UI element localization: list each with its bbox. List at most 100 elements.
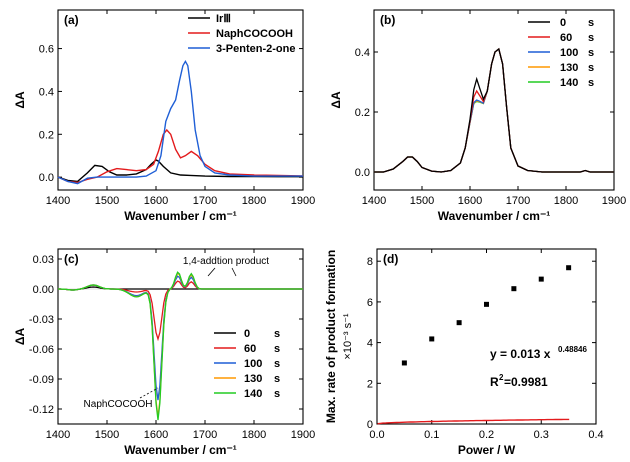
legend-label: 100: [244, 358, 262, 370]
legend-unit: s: [274, 328, 280, 340]
data-point: [484, 301, 489, 307]
y-tick-label: 0.00: [33, 284, 54, 296]
legend-unit: s: [274, 388, 280, 400]
legend-label: 0: [244, 328, 250, 340]
x-axis-label: Power / W: [458, 443, 516, 457]
x-tick-label: 1800: [242, 195, 266, 207]
y-tick-label: -0.09: [29, 374, 54, 386]
plot-frame: [57, 9, 304, 191]
panel-label: (d): [383, 252, 398, 266]
x-tick-label: 1500: [410, 195, 434, 207]
panel-label: (a): [64, 13, 79, 27]
plot-frame: [57, 248, 304, 425]
data-point: [429, 336, 435, 342]
series-line-1: [58, 280, 303, 342]
x-axis-label: Wavenumber / cm⁻¹: [438, 209, 551, 223]
x-axis-label: Wavenumber / cm⁻¹: [124, 209, 237, 223]
series-line-0: [57, 159, 303, 183]
x-tick-label: 1700: [193, 195, 217, 207]
r-squared-value: =0.9981: [504, 375, 548, 389]
legend-unit: s: [588, 47, 594, 59]
x-tick-label: 1400: [46, 195, 70, 207]
x-tick-label: 1700: [506, 195, 530, 207]
legend-unit: s: [588, 77, 594, 89]
x-tick-label: 0.3: [534, 429, 549, 441]
x-tick-label: 1400: [46, 429, 70, 441]
panel-a: 1400 1500 1600 1700 1800 1900 0.0 0.2 0.4 0.6 Wave…: [13, 9, 315, 223]
x-tick-label: 0.1: [424, 429, 439, 441]
y-axis-label: ΔA: [13, 91, 27, 109]
annotation-naphcocooh: NaphCOCOOH: [84, 399, 153, 410]
series-line-1: [57, 128, 304, 184]
r-squared-label: R: [490, 375, 499, 389]
y-tick-label: 0.6: [39, 44, 54, 56]
x-tick-label: 0.4: [588, 429, 603, 441]
panel-label: (c): [64, 252, 79, 266]
y-tick-label: 0: [367, 419, 373, 431]
legend-label: 140: [244, 388, 262, 400]
y-tick-label: 2: [367, 378, 373, 390]
legend-label: 60: [244, 343, 256, 355]
data-point: [456, 320, 462, 326]
annotation-arrow: [231, 267, 237, 277]
legend-label: 60: [560, 32, 572, 44]
y-tick-label: -0.06: [29, 344, 54, 356]
data-point: [401, 360, 407, 366]
annotation-arrow-dashed: [139, 387, 159, 399]
panel-c: 1400 1500 1600 1700 1800 19000.030.00-0.03-0.…: [13, 248, 315, 457]
x-tick-label: 1900: [291, 195, 315, 207]
y-tick-label: 0.0: [39, 172, 54, 184]
x-tick-label: 0.0: [369, 429, 384, 441]
x-tick-label: 1800: [554, 195, 578, 207]
fit-equation: y = 0.013 x: [490, 347, 551, 361]
x-tick-label: 1600: [144, 195, 168, 207]
y-tick-label: 0.0: [355, 167, 370, 179]
x-tick-label: 1500: [95, 429, 119, 441]
y-tick-label: 4: [367, 338, 373, 350]
x-tick-label: 1600: [144, 429, 168, 441]
panel-b: 1400 1500 1600 1700 1800 19000.00.20.4Wavenum…: [329, 9, 626, 223]
y-tick-label: 0.4: [355, 47, 370, 59]
y-tick-label: 0.03: [33, 254, 54, 266]
y-tick-label: -0.12: [29, 404, 54, 416]
data-point: [511, 286, 517, 292]
legend-unit: s: [274, 373, 280, 385]
legend-label: 3-Penten-2-one: [216, 43, 295, 55]
data-point: [538, 276, 544, 282]
plot-frame: [376, 248, 597, 425]
legend-label: 130: [560, 62, 578, 74]
plot-frame: [373, 9, 615, 191]
y-tick-label: 8: [367, 256, 373, 268]
annotation-addition-product: 1,4-addtion product: [183, 256, 269, 267]
x-tick-label: 1400: [362, 195, 386, 207]
x-tick-label: 0.2: [479, 429, 494, 441]
legend-label: 0: [560, 17, 566, 29]
legend-label: 100: [560, 47, 578, 59]
y-tick-label: 0.2: [355, 107, 370, 119]
x-tick-label: 1900: [291, 429, 315, 441]
series-line-0: [374, 47, 614, 173]
x-axis-label: Wavenumber / cm⁻¹: [124, 443, 237, 457]
panel-label: (b): [380, 13, 395, 27]
x-tick-label: 1800: [242, 429, 266, 441]
series-line-2: [58, 275, 303, 401]
y-tick-label: 0.4: [39, 86, 54, 98]
data-point: [566, 265, 572, 271]
y-tick-label: -0.03: [29, 314, 54, 326]
fit-curve: [377, 418, 570, 425]
series-line-4: [58, 271, 303, 421]
y-tick-label: 0.2: [39, 129, 54, 141]
y-axis-unit: ×10⁻³ s⁻¹: [342, 313, 354, 359]
legend-unit: s: [274, 343, 280, 355]
fit-equation-exponent: 0.48846: [558, 345, 587, 354]
r-squared-exponent: 2: [499, 373, 504, 382]
legend-unit: s: [588, 62, 594, 74]
legend-unit: s: [588, 32, 594, 44]
y-tick-label: 6: [367, 297, 373, 309]
legend-label: 130: [244, 373, 262, 385]
y-axis-label: ΔA: [13, 328, 27, 346]
x-tick-label: 1600: [458, 195, 482, 207]
x-tick-label: 1700: [193, 429, 217, 441]
